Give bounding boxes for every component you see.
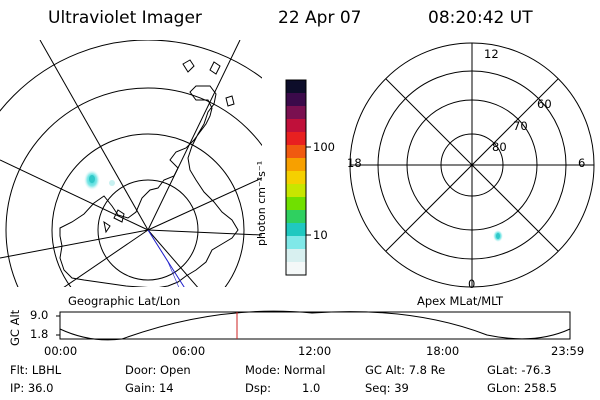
status-gain: Gain: 14 [125, 381, 174, 395]
apex-map-label: Apex MLat/MLT [417, 294, 504, 308]
colorbar-segment [286, 93, 306, 107]
colorbar-unit-label: photon cm⁻²s⁻¹ [255, 160, 268, 246]
status-filter: Flt: LBHL [10, 363, 62, 377]
colorbar-segment [286, 132, 306, 146]
colorbar-frame [285, 79, 307, 276]
status-mode: Mode: Normal [245, 363, 326, 377]
status-seq: Seq: 39 [365, 381, 409, 395]
colorbar-segment [286, 158, 306, 172]
timeline-xtick: 12:00 [298, 344, 332, 358]
altitude-timeline [56, 310, 571, 341]
geographic-map-label: Geographic Lat/Lon [68, 294, 181, 308]
colorbar-segment [286, 80, 306, 94]
mlt-label-top: 12 [484, 47, 499, 61]
colorbar-segment [286, 119, 306, 133]
colorbar-segment [286, 249, 306, 263]
timeline-xtick: 06:00 [172, 344, 206, 358]
status-door: Door: Open [125, 363, 191, 377]
timeline-ytick-top: 9.0 [30, 308, 49, 322]
time-label: 08:20:42 UT [428, 8, 533, 28]
colorbar-segment [286, 145, 306, 159]
colorbar-label-100: 100 [313, 140, 335, 154]
status-glon: GLon: 258.5 [487, 381, 557, 395]
app-title: Ultraviolet Imager [48, 8, 202, 28]
date-label: 22 Apr 07 [278, 8, 362, 28]
mlat-label-60: 60 [537, 97, 552, 111]
status-glat: GLat: -76.3 [487, 363, 552, 377]
colorbar-segment [286, 106, 306, 120]
mlat-label-80: 80 [492, 140, 507, 154]
colorbar-segment [286, 184, 306, 198]
status-gc-alt: GC Alt: 7.8 Re [365, 363, 446, 377]
mlt-label-bottom: 0 [468, 277, 476, 291]
timeline-xtick: 00:00 [44, 344, 78, 358]
mlt-label-right: 6 [578, 156, 586, 170]
colorbar-label-10: 10 [313, 228, 328, 242]
colorbar-segment [286, 171, 306, 185]
colorbar-segment [286, 210, 306, 224]
timeline-xtick: 23:59 [551, 344, 585, 358]
timeline-ylabel: GC Alt [8, 309, 22, 346]
colorbar-segment [286, 262, 306, 276]
mlt-label-left: 18 [347, 156, 362, 170]
colorbar-segment [286, 197, 306, 211]
colorbar [286, 80, 306, 276]
status-dsp-label: Dsp: [245, 381, 272, 395]
status-ip: IP: 36.0 [10, 381, 54, 395]
colorbar-segment [286, 236, 306, 250]
status-dsp-value: 1.0 [302, 381, 321, 395]
mlat-label-70: 70 [513, 119, 528, 133]
timeline-xtick: 18:00 [426, 344, 460, 358]
geographic-map [0, 40, 262, 287]
apex-map [349, 42, 595, 288]
colorbar-segment [286, 223, 306, 237]
timeline-ytick-bottom: 1.8 [30, 327, 49, 341]
